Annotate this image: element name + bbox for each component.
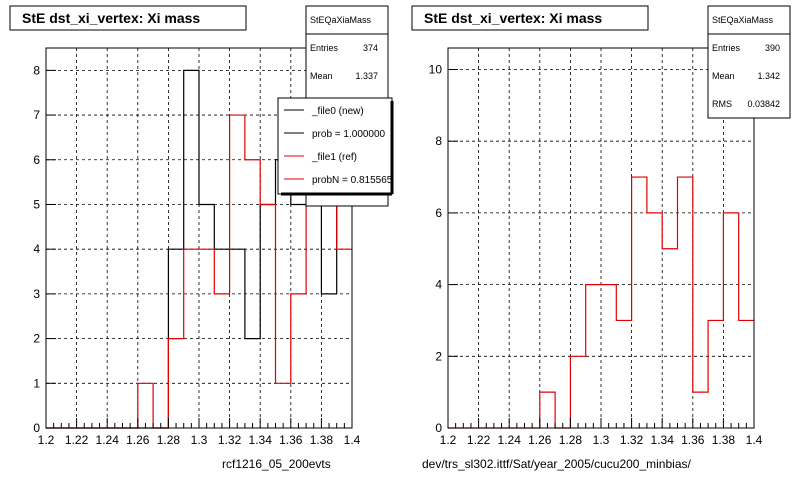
- right-title-box: [411, 5, 649, 31]
- right-stats-entries-label: Entries: [712, 43, 741, 53]
- right-y-tick-label: 6: [435, 206, 442, 220]
- left-stats-mean: 1.337: [355, 71, 378, 81]
- right-x-tick-label: 1.22: [467, 433, 491, 447]
- right-x-tick-label: 1.24: [498, 433, 522, 447]
- right-stats-entries: 390: [765, 43, 780, 53]
- right-x-tick-label: 1.36: [681, 433, 705, 447]
- left-x-tick-label: 1.38: [310, 433, 334, 447]
- left-stats-entries-label: Entries: [310, 43, 339, 53]
- right-stats-rms: 0.03842: [747, 99, 780, 109]
- right-y-tick-label: 10: [429, 63, 443, 77]
- legend-label-probn: probN = 0.815565: [312, 175, 393, 186]
- right-x-tick-label: 1.3: [593, 433, 610, 447]
- left-x-tick-label: 1.28: [157, 433, 181, 447]
- left-x-tick-label: 1.2: [38, 433, 55, 447]
- left-y-tick-label: 7: [33, 108, 40, 122]
- left-y-tick-label: 4: [33, 242, 40, 256]
- left-y-tick-label: 0: [33, 421, 40, 435]
- right-stats-name: StEQaXiaMass: [712, 15, 774, 25]
- right-y-tick-label: 4: [435, 278, 442, 292]
- right-y-tick-label: 8: [435, 134, 442, 148]
- legend-label-prob: prob = 1.000000: [312, 129, 386, 140]
- right-stats-box: StEQaXiaMass Entries 390 Mean 1.342 RMS …: [707, 5, 791, 119]
- right-histogram-panel: StE dst_xi_vertex: Xi mass 1.2 1.22 1.24 1.…: [411, 5, 791, 471]
- left-x-tick-label: 1.32: [218, 433, 242, 447]
- left-y-tick-label: 1: [33, 376, 40, 390]
- right-x-tick-label: 1.4: [746, 433, 763, 447]
- right-y-tick-label: 0: [435, 421, 442, 435]
- right-chart-title: StE dst_xi_vertex: Xi mass: [424, 10, 602, 26]
- left-y-tick-label: 5: [33, 197, 40, 211]
- left-stats-mean-label: Mean: [310, 71, 333, 81]
- right-x-tick-label: 1.34: [651, 433, 675, 447]
- right-x-tick-label: 1.38: [712, 433, 736, 447]
- left-x-tick-label: 1.24: [96, 433, 120, 447]
- left-y-tick-label: 6: [33, 153, 40, 167]
- left-legend: _file0 (new) prob = 1.000000 _file1 (ref…: [277, 97, 394, 196]
- left-histogram-panel: StE dst_xi_vertex: Xi mass 1.2 1.22 1.24 1.…: [9, 5, 394, 471]
- left-footer-label: rcf1216_05_200evts: [222, 457, 331, 471]
- legend-label-file0: _file0 (new): [311, 106, 364, 117]
- right-y-tick-label: 2: [435, 349, 442, 363]
- left-title-box: [9, 5, 247, 31]
- right-x-tick-label: 1.26: [528, 433, 552, 447]
- left-chart-title: StE dst_xi_vertex: Xi mass: [22, 10, 200, 26]
- right-x-tick-label: 1.28: [559, 433, 583, 447]
- right-stats-mean: 1.342: [757, 71, 780, 81]
- right-x-tick-label: 1.2: [440, 433, 457, 447]
- right-x-tick-label: 1.32: [620, 433, 644, 447]
- left-y-tick-label: 3: [33, 287, 40, 301]
- left-y-tick-label: 2: [33, 332, 40, 346]
- legend-label-file1: _file1 (ref): [311, 152, 357, 163]
- right-stats-rms-label: RMS: [712, 99, 732, 109]
- left-x-tick-label: 1.36: [279, 433, 303, 447]
- left-stats-name: StEQaXiaMass: [310, 15, 372, 25]
- left-x-tick-label: 1.22: [65, 433, 89, 447]
- left-x-tick-label: 1.4: [344, 433, 361, 447]
- left-x-tick-label: 1.3: [191, 433, 208, 447]
- left-y-tick-label: 8: [33, 63, 40, 77]
- left-stats-entries: 374: [363, 43, 378, 53]
- right-footer-label: dev/trs_sl302.ittf/Sat/year_2005/cucu200…: [422, 457, 691, 471]
- left-x-tick-label: 1.34: [249, 433, 273, 447]
- left-x-tick-label: 1.26: [126, 433, 150, 447]
- right-stats-mean-label: Mean: [712, 71, 735, 81]
